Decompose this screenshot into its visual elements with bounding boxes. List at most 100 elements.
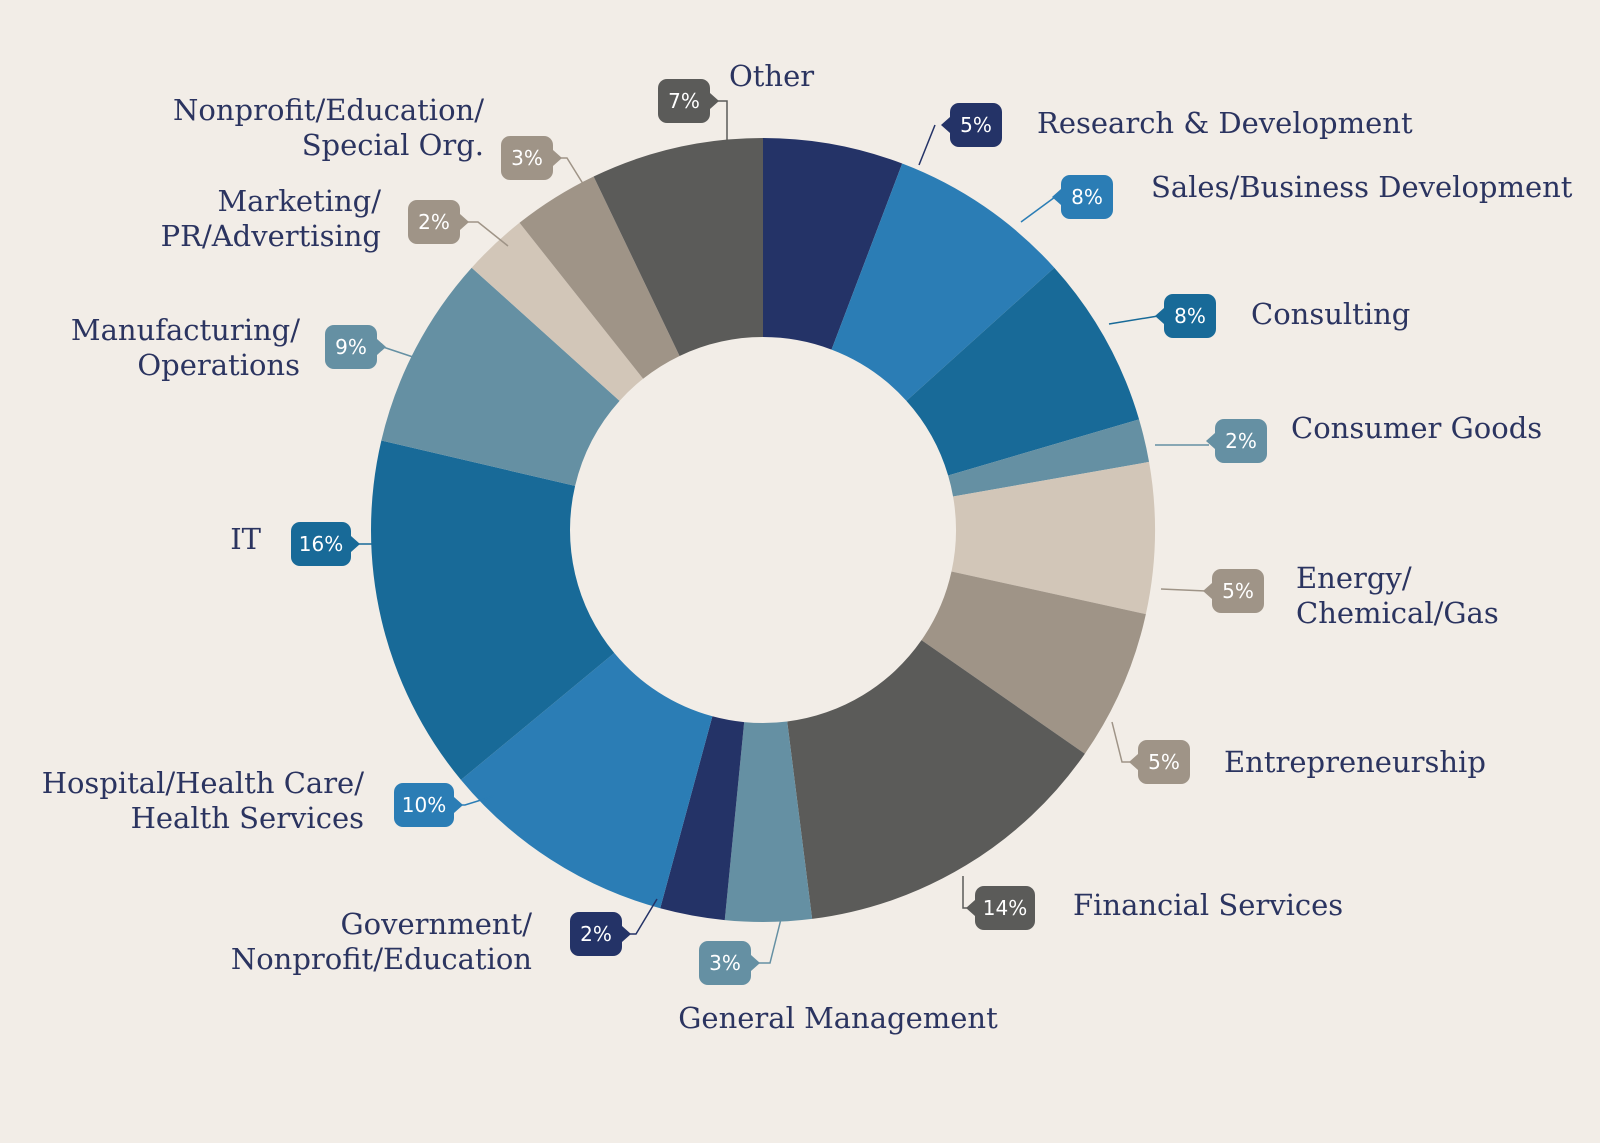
badge-bg — [325, 325, 377, 369]
category-label-manufacturing-operations-line-1: Manufacturing/ — [71, 313, 300, 347]
badge-pointer — [460, 214, 469, 230]
donut-slices — [370, 138, 1155, 922]
category-label-entrepreneurship: Entrepreneurship — [1224, 745, 1486, 779]
badge-pointer — [553, 150, 562, 166]
badge-pointer — [377, 339, 386, 355]
badge-marketing-pr-advertising: 2% — [408, 200, 469, 244]
badge-pointer — [351, 536, 360, 552]
category-label-marketing-pr-advertising-line-2: PR/Advertising — [161, 219, 381, 253]
slice-nonprofit-education-special-org — [519, 176, 680, 379]
badge-consulting: 8% — [1155, 294, 1216, 338]
badge-bg — [408, 200, 460, 244]
value-badges: 5% 8% 8% 2% 5% 5% 14% 3% 2% 10% 16% 9% 2% 3% 7% — [291, 79, 1267, 985]
value-label: 3% — [511, 146, 543, 170]
badge-pointer — [941, 117, 950, 133]
badge-pointer — [710, 93, 719, 109]
category-label-government-nonprofit-education-line-1: Government/ — [341, 907, 533, 941]
badge-bg — [394, 783, 454, 827]
badge-pointer — [622, 926, 631, 942]
badge-manufacturing-operations: 9% — [325, 325, 386, 369]
slice-consulting — [906, 267, 1140, 476]
category-label-other: Other — [729, 59, 814, 93]
badge-pointer — [1155, 308, 1164, 324]
slice-entrepreneurship — [921, 571, 1146, 754]
badge-bg — [291, 522, 351, 566]
leader-line-entrepreneurship — [1111, 721, 1132, 763]
badge-bg — [658, 79, 710, 123]
badge-pointer — [751, 955, 760, 971]
leader-line-other — [716, 100, 728, 140]
slice-energy-chemical-gas — [951, 461, 1155, 615]
category-label-nonprofit-education-special-org-line-2: Special Org. — [302, 128, 484, 162]
category-label-consulting: Consulting — [1251, 297, 1410, 331]
badge-bg — [950, 103, 1002, 147]
category-label-sales-business-development: Sales/Business Development — [1151, 170, 1573, 204]
badge-bg — [1212, 569, 1264, 613]
value-label: 5% — [960, 113, 992, 137]
category-label-marketing-pr-advertising-line-1: Marketing/ — [217, 184, 381, 218]
category-label-government-nonprofit-education-line-2: Nonprofit/Education — [231, 942, 532, 976]
category-label-general-management: General Management — [678, 1001, 998, 1035]
badge-pointer — [966, 900, 975, 916]
badge-general-management: 3% — [699, 941, 760, 985]
badge-consumer-goods: 2% — [1206, 419, 1267, 463]
slice-government-nonprofit-education — [660, 716, 745, 921]
leader-line-sales-business-development — [1020, 196, 1056, 223]
category-labels: Research & Development Sales/Business Dev… — [42, 59, 1573, 1035]
category-label-financial-services: Financial Services — [1073, 888, 1343, 922]
value-label: 7% — [668, 89, 700, 113]
badge-bg — [570, 912, 622, 956]
leader-line-marketing-pr-advertising — [466, 221, 509, 247]
badge-government-nonprofit-education: 2% — [570, 912, 631, 956]
value-label: 8% — [1174, 304, 1206, 328]
badge-nonprofit-education-special-org: 3% — [501, 136, 562, 180]
value-label: 10% — [402, 793, 446, 817]
category-label-hospital-health-care-health-services-line-1: Hospital/Health Care/ — [42, 766, 365, 800]
badge-bg — [501, 136, 553, 180]
category-label-energy-chemical-gas-line-1: Energy/ — [1296, 561, 1412, 595]
leader-line-consulting — [1108, 315, 1159, 325]
value-label: 2% — [418, 210, 450, 234]
badge-sales-business-development: 8% — [1052, 175, 1113, 219]
badge-pointer — [1052, 189, 1061, 205]
value-label: 16% — [299, 532, 343, 556]
slice-marketing-pr-advertising — [471, 222, 644, 401]
badge-hospital-health-care-health-services: 10% — [394, 783, 463, 827]
value-label: 2% — [580, 922, 612, 946]
slice-consumer-goods — [948, 419, 1150, 497]
badge-bg — [1138, 740, 1190, 784]
slice-financial-services — [787, 640, 1085, 919]
badge-bg — [1164, 294, 1216, 338]
category-label-energy-chemical-gas-line-2: Chemical/Gas — [1296, 596, 1499, 630]
slice-other — [593, 138, 763, 356]
leader-line-general-management — [757, 918, 782, 964]
badge-energy-chemical-gas: 5% — [1203, 569, 1264, 613]
badge-it: 16% — [291, 522, 360, 566]
leader-line-research-and-development — [918, 124, 936, 166]
badge-bg — [1215, 419, 1267, 463]
badge-pointer — [1203, 583, 1212, 599]
slice-general-management — [724, 721, 813, 922]
badge-pointer — [1206, 433, 1215, 449]
leader-line-energy-chemical-gas — [1160, 588, 1207, 592]
badge-bg — [1061, 175, 1113, 219]
badge-pointer — [1129, 754, 1138, 770]
slice-sales-business-development — [831, 163, 1055, 401]
badge-bg — [975, 886, 1035, 930]
slice-hospital-health-care-health-services — [460, 653, 713, 909]
badge-research-and-development: 5% — [941, 103, 1002, 147]
badge-bg — [699, 941, 751, 985]
category-label-manufacturing-operations-line-2: Operations — [137, 348, 300, 382]
badge-other: 7% — [658, 79, 719, 123]
value-label: 5% — [1148, 750, 1180, 774]
value-label: 2% — [1225, 429, 1257, 453]
value-label: 3% — [709, 951, 741, 975]
value-label: 9% — [335, 335, 367, 359]
category-label-it: IT — [230, 522, 261, 556]
value-label: 8% — [1071, 185, 1103, 209]
badge-entrepreneurship: 5% — [1129, 740, 1190, 784]
category-label-hospital-health-care-health-services-line-2: Health Services — [131, 801, 364, 835]
slice-manufacturing-operations — [381, 267, 620, 486]
value-label: 14% — [983, 896, 1027, 920]
